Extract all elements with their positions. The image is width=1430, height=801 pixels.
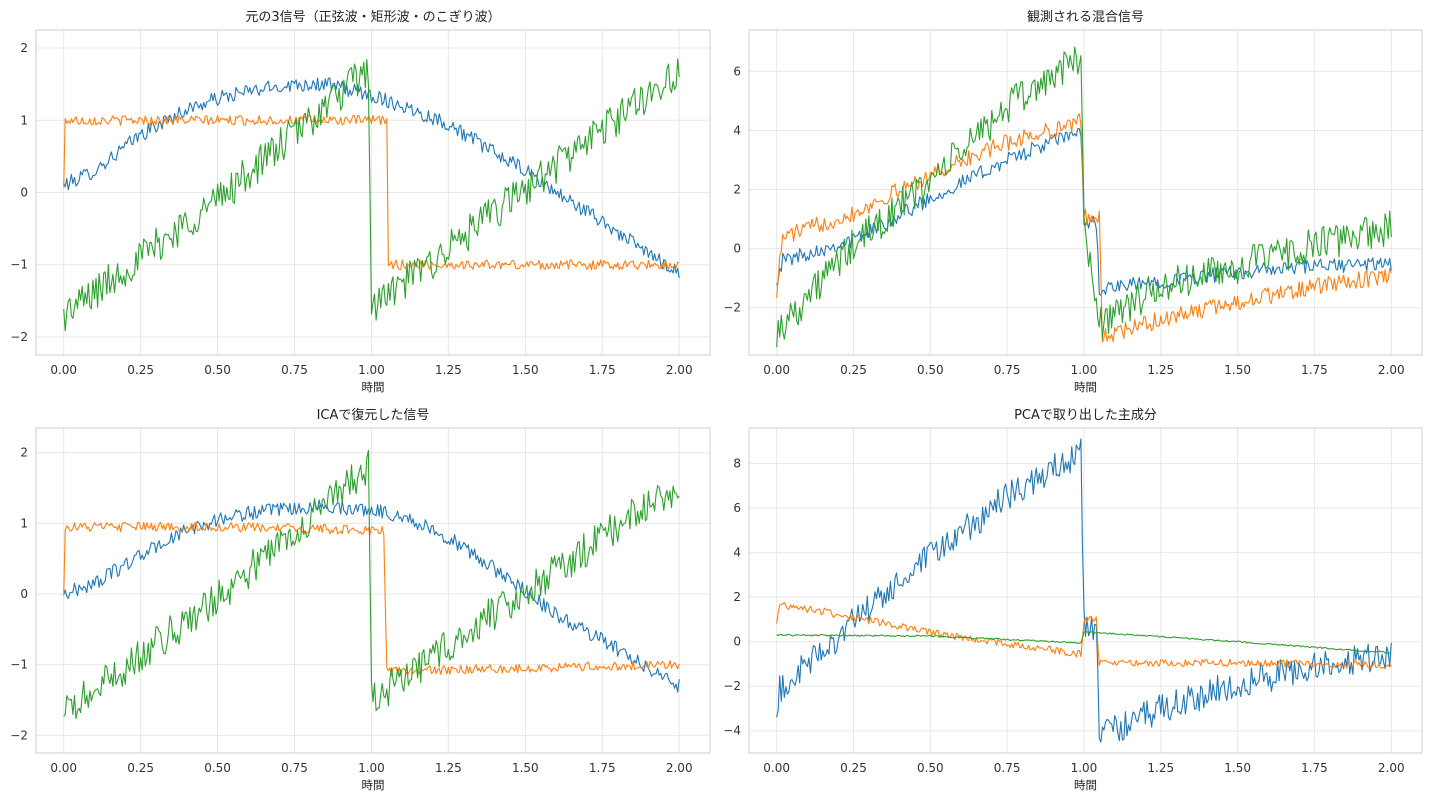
x-tick-label: 1.00 [1071, 363, 1098, 377]
y-tick-label: 0 [20, 587, 28, 601]
series-line-3 [776, 631, 1392, 654]
grid [749, 30, 1422, 355]
y-tick-label: −1 [10, 658, 28, 672]
x-tick-label: 0.25 [840, 761, 867, 775]
x-tick-label: 1.50 [1224, 761, 1251, 775]
grid [36, 428, 710, 753]
x-tick-label: 1.75 [589, 363, 616, 377]
panel-title: ICAで復元した信号 [317, 407, 430, 423]
x-tick-label: 1.25 [435, 761, 462, 775]
grid [749, 428, 1422, 753]
x-tick-label: 0.50 [204, 761, 231, 775]
panel-title: PCAで取り出した主成分 [1014, 408, 1157, 423]
y-tick-label: 6 [733, 501, 741, 515]
x-tick-label: 2.00 [666, 761, 693, 775]
panel-original-signals: 元の3信号（正弦波・矩形波・のこぎり波） 時間 0.00 0.25 0.50 0.75… [10, 9, 711, 394]
x-tick-label: 1.75 [1301, 363, 1328, 377]
x-tick-label: 1.50 [512, 363, 539, 377]
panel-pca-components: PCAで取り出した主成分 時間 0.00 0.25 0.50 0.75 1.00 1.25… [723, 408, 1423, 792]
series-line-2 [63, 114, 680, 271]
x-tick-label: 1.75 [1301, 761, 1328, 775]
y-tick-label: −4 [723, 724, 741, 738]
y-tick-label: −2 [723, 679, 741, 693]
x-tick-label: 1.00 [358, 363, 385, 377]
plot-frame [35, 29, 711, 356]
y-tick-label: 2 [733, 183, 741, 197]
x-tick-label: 0.50 [917, 761, 944, 775]
x-tick-label: 0.00 [763, 363, 790, 377]
y-tick-label: −1 [10, 258, 28, 272]
x-tick-label: 1.25 [1147, 363, 1174, 377]
x-tick-label: 0.50 [204, 363, 231, 377]
y-tick-label: −2 [10, 728, 28, 742]
x-axis-label: 時間 [1074, 778, 1097, 792]
series-line-1 [63, 77, 680, 279]
x-tick-label: 1.50 [1224, 363, 1251, 377]
x-tick-label: 0.00 [50, 761, 77, 775]
x-tick-label: 2.00 [1378, 761, 1405, 775]
y-tick-label: 0 [20, 186, 28, 200]
panel-title: 観測される混合信号 [1027, 10, 1144, 25]
grid [36, 30, 710, 355]
x-tick-label: 0.25 [127, 761, 154, 775]
y-tick-label: 1 [20, 516, 28, 530]
x-tick-label: 0.25 [840, 363, 867, 377]
y-tick-label: 0 [733, 242, 741, 256]
x-tick-label: 0.00 [50, 363, 77, 377]
x-tick-label: 1.50 [512, 761, 539, 775]
x-tick-label: 1.75 [589, 761, 616, 775]
plot-frame [748, 29, 1423, 356]
x-tick-label: 0.75 [281, 363, 308, 377]
x-tick-label: 0.00 [763, 761, 790, 775]
x-tick-label: 2.00 [666, 363, 693, 377]
x-tick-label: 1.25 [1147, 761, 1174, 775]
y-tick-label: 8 [733, 457, 741, 471]
y-tick-label: −2 [10, 330, 28, 344]
y-tick-label: 2 [20, 446, 28, 460]
y-tick-label: 0 [733, 635, 741, 649]
plot-frame [748, 427, 1423, 754]
x-tick-label: 0.75 [994, 363, 1021, 377]
x-axis-label: 時間 [362, 778, 385, 792]
x-tick-label: 0.75 [994, 761, 1021, 775]
series-line-3 [776, 46, 1392, 348]
y-tick-label: 4 [733, 123, 741, 137]
y-tick-label: 2 [20, 41, 28, 55]
x-tick-label: 2.00 [1378, 363, 1405, 377]
y-tick-label: 6 [733, 64, 741, 78]
y-tick-label: 2 [733, 590, 741, 604]
y-tick-label: 4 [733, 546, 741, 560]
x-tick-label: 1.25 [435, 363, 462, 377]
plot-frame [35, 427, 711, 754]
y-tick-label: 1 [20, 113, 28, 127]
x-axis-label: 時間 [1074, 380, 1097, 394]
x-tick-label: 0.50 [917, 363, 944, 377]
series-line-2 [776, 601, 1392, 669]
x-tick-label: 0.75 [281, 761, 308, 775]
panel-ica-signals: ICAで復元した信号 時間 0.00 0.25 0.50 0.75 1.00 1.25 1.… [10, 407, 711, 792]
x-tick-label: 0.25 [127, 363, 154, 377]
series-line-3 [63, 58, 680, 332]
panel-mixed-signals: 観測される混合信号 時間 0.00 0.25 0.50 0.75 1.00 1.25 1.5… [723, 10, 1423, 394]
panel-title: 元の3信号（正弦波・矩形波・のこぎり波） [245, 9, 500, 25]
y-tick-label: −2 [723, 301, 741, 315]
series-line-1 [63, 499, 680, 693]
series-line-2 [63, 521, 680, 677]
x-axis-label: 時間 [362, 380, 385, 394]
x-tick-label: 1.00 [1071, 761, 1098, 775]
series-line-3 [63, 449, 680, 720]
x-tick-label: 1.00 [358, 761, 385, 775]
